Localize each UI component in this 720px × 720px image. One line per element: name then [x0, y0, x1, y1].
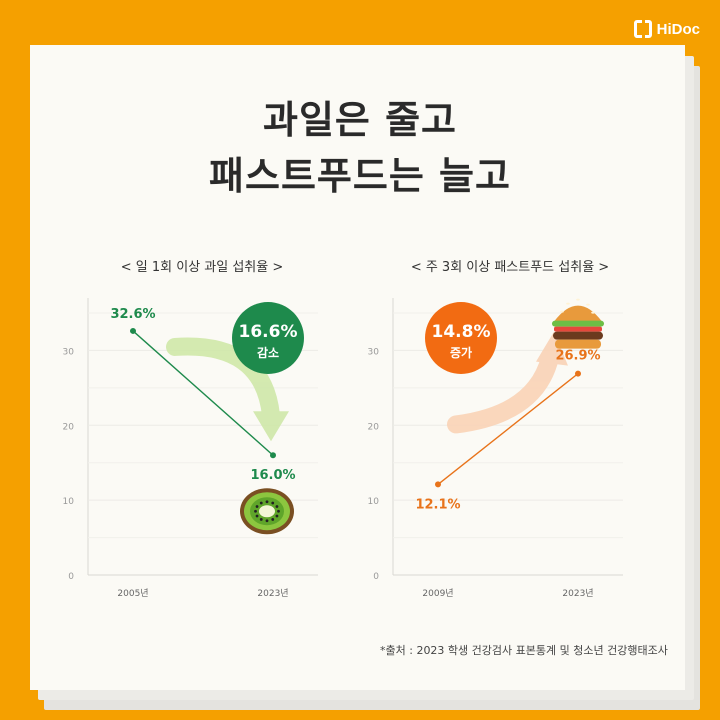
y-tick-label: 20 — [63, 422, 75, 432]
burger-lettuce — [552, 320, 604, 327]
change-badge-value: 16.6% — [239, 322, 298, 342]
hidoc-logo-icon — [633, 19, 652, 39]
y-tick-label: 10 — [368, 497, 380, 507]
change-badge — [232, 302, 304, 374]
burger-tomato — [554, 326, 602, 332]
change-badge-value: 14.8% — [432, 322, 491, 342]
burger-icon — [552, 298, 604, 349]
y-tick-label: 30 — [368, 347, 380, 357]
kiwi-core — [259, 505, 275, 518]
x-tick-label: 2023년 — [257, 588, 288, 599]
change-badge-label: 감소 — [257, 345, 279, 360]
data-label: 12.1% — [415, 497, 460, 512]
kiwi-seed — [255, 514, 259, 518]
burger-top-bun — [554, 305, 602, 322]
fruit-chart: 0 10 20 30 2005년 2023년 32.6% 16.0% 16.6% 감소 — [63, 298, 318, 599]
increase-arrow-icon — [447, 331, 568, 434]
series-line — [437, 373, 579, 485]
y-tick-label: 10 — [63, 497, 75, 507]
brand-logo: HiDoc — [633, 19, 700, 39]
burger-patty — [553, 331, 603, 340]
y-tick-label: 20 — [368, 422, 380, 432]
x-tick-label: 2023년 — [562, 588, 593, 599]
kiwi-seed — [275, 514, 279, 518]
source-note: *출처 : 2023 학생 건강검사 표본통계 및 청소년 건강행태조사 — [380, 644, 668, 657]
data-point — [130, 327, 136, 334]
brand-name: HiDoc — [656, 20, 700, 38]
y-tick-label: 30 — [63, 347, 75, 357]
change-badge-label: 증가 — [450, 345, 472, 360]
sesame-seed — [586, 303, 590, 306]
arrow-head — [253, 411, 289, 442]
kiwi-seed — [254, 509, 257, 513]
sesame-seed — [560, 310, 564, 313]
kiwi-seed — [259, 518, 263, 521]
series-line — [132, 330, 274, 456]
kiwi-seed — [271, 501, 275, 505]
sesame-seed — [566, 302, 570, 305]
burger-bottom-bun — [555, 339, 601, 349]
data-label: 26.9% — [555, 349, 600, 364]
kiwi-icon — [240, 488, 294, 535]
data-point — [575, 370, 581, 377]
kiwi-seed — [259, 501, 263, 505]
page-title: 과일은 줄고 패스트푸드는 늘고 — [0, 92, 720, 204]
chart-2-title: < 주 3회 이상 패스트푸드 섭취율 > — [410, 260, 610, 275]
data-label: 16.0% — [250, 468, 295, 483]
y-tick-label: 0 — [68, 572, 74, 582]
data-point — [270, 452, 276, 459]
kiwi-seed — [265, 500, 269, 504]
kiwi-seed — [265, 519, 269, 523]
arrow-head — [536, 331, 568, 366]
data-point — [435, 481, 441, 488]
title-line-2: 패스트푸드는 늘고 — [209, 154, 511, 198]
fastfood-chart: 0 10 20 30 2009년 2023년 12.1% 26.9% 14.8% 증가 — [368, 298, 623, 599]
kiwi-seed — [271, 518, 275, 521]
chart-1-title: < 일 1회 이상 과일 섭취율 > — [120, 260, 284, 275]
title-line-1: 과일은 줄고 — [262, 98, 458, 142]
x-tick-label: 2005년 — [117, 588, 148, 599]
card — [30, 45, 685, 690]
kiwi-seed — [255, 505, 259, 508]
x-tick-label: 2009년 — [422, 588, 453, 599]
data-label: 32.6% — [110, 307, 155, 322]
y-tick-label: 0 — [373, 572, 379, 582]
sesame-seed — [591, 311, 595, 314]
arrow-shaft — [447, 348, 559, 434]
kiwi-seed — [277, 509, 280, 513]
sesame-seed — [576, 298, 580, 301]
kiwi-seed — [275, 505, 279, 508]
change-badge — [425, 302, 497, 374]
